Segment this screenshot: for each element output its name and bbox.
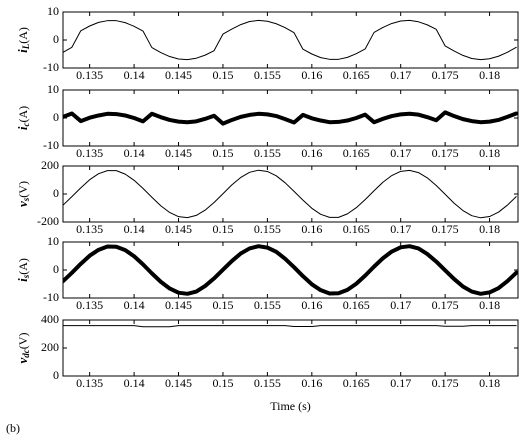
x-tick-label: 0.165 [343, 68, 370, 82]
y-tick-label: -200 [37, 214, 59, 228]
x-tick-label: 0.14 [124, 68, 145, 82]
y-axis-label: ic(A) [15, 106, 31, 130]
plot-frame [62, 11, 519, 69]
y-axis-label: vs(V) [15, 181, 31, 207]
y-label-symbol: i [15, 278, 30, 282]
x-tick-label: 0.135 [76, 68, 103, 82]
x-axis-label: Time (s) [270, 399, 311, 413]
x-tick-label: 0.135 [76, 298, 103, 312]
x-tick-label: 0.17 [390, 222, 411, 236]
y-tick-label: 200 [41, 340, 59, 354]
y-label-subscript: c [21, 123, 31, 127]
x-tick-label: 0.17 [390, 68, 411, 82]
x-tick-label: 0.18 [479, 376, 500, 390]
data-line [63, 19, 517, 61]
y-tick-label: 0 [53, 32, 59, 46]
y-axis-label: vdc(V) [15, 333, 31, 364]
y-label-subscript: s [21, 197, 31, 202]
x-tick-label: 0.14 [124, 376, 145, 390]
x-tick-label: 0.18 [479, 146, 500, 160]
y-label-symbol: v [15, 357, 30, 363]
y-tick-label: -10 [43, 290, 59, 304]
x-tick-label: 0.16 [301, 376, 322, 390]
x-tick-label: 0.165 [343, 298, 370, 312]
y-tick-label: 200 [41, 158, 59, 172]
y-label-unit: (A) [16, 27, 30, 44]
y-label-unit: (A) [16, 106, 30, 123]
x-tick-label: 0.15 [212, 146, 233, 160]
y-label-symbol: i [15, 126, 30, 130]
y-label-symbol: v [15, 201, 30, 207]
x-tick-label: 0.17 [390, 298, 411, 312]
x-tick-label: 0.135 [76, 222, 103, 236]
x-tick-label: 0.135 [76, 146, 103, 160]
x-tick-label: 0.18 [479, 68, 500, 82]
y-label-subscript: L [21, 43, 31, 50]
y-label-subscript: s [21, 274, 31, 279]
y-tick-label: 0 [53, 262, 59, 276]
plot-frame [62, 319, 519, 377]
x-tick-label: 0.15 [212, 376, 233, 390]
x-tick-label: 0.135 [76, 376, 103, 390]
x-tick-label: 0.16 [301, 222, 322, 236]
y-label-unit: (A) [16, 258, 30, 275]
x-tick-label: 0.145 [165, 68, 192, 82]
y-axis-label: iL(A) [15, 27, 31, 53]
x-tick-label: 0.155 [254, 68, 281, 82]
y-tick-label: 0 [53, 186, 59, 200]
x-tick-label: 0.14 [124, 298, 145, 312]
y-label-subscript: dc [21, 349, 31, 358]
x-tick-label: 0.145 [165, 298, 192, 312]
x-tick-label: 0.18 [479, 222, 500, 236]
y-tick-label: 0 [53, 110, 59, 124]
y-tick-label: 0 [53, 368, 59, 382]
x-tick-label: 0.165 [343, 376, 370, 390]
figure-caption: (b) [6, 421, 20, 435]
x-tick-label: 0.155 [254, 222, 281, 236]
x-tick-label: 0.175 [432, 298, 459, 312]
x-tick-label: 0.14 [124, 146, 145, 160]
x-tick-label: 0.15 [212, 68, 233, 82]
y-tick-label: 10 [47, 234, 59, 248]
y-label-unit: (V) [16, 181, 30, 198]
x-tick-label: 0.16 [301, 298, 322, 312]
x-tick-label: 0.18 [479, 298, 500, 312]
x-tick-label: 0.16 [301, 146, 322, 160]
y-axis-label: is(A) [15, 258, 31, 282]
x-tick-label: 0.14 [124, 222, 145, 236]
x-tick-label: 0.155 [254, 146, 281, 160]
y-tick-label: -10 [43, 138, 59, 152]
x-tick-label: 0.15 [212, 298, 233, 312]
data-line [63, 169, 517, 219]
x-tick-label: 0.175 [432, 222, 459, 236]
x-tick-label: 0.175 [432, 68, 459, 82]
x-tick-label: 0.155 [254, 376, 281, 390]
x-tick-label: 0.175 [432, 376, 459, 390]
y-tick-label: 10 [47, 4, 59, 18]
x-tick-label: 0.175 [432, 146, 459, 160]
x-tick-label: 0.145 [165, 376, 192, 390]
x-tick-label: 0.165 [343, 146, 370, 160]
y-tick-label: 10 [47, 82, 59, 96]
x-tick-label: 0.155 [254, 298, 281, 312]
x-tick-label: 0.17 [390, 376, 411, 390]
data-line [63, 110, 518, 126]
x-tick-label: 0.145 [165, 146, 192, 160]
x-tick-label: 0.165 [343, 222, 370, 236]
y-tick-label: -10 [43, 60, 59, 74]
x-tick-label: 0.15 [212, 222, 233, 236]
plot-frame [62, 165, 519, 223]
x-tick-label: 0.145 [165, 222, 192, 236]
y-tick-label: 400 [41, 312, 59, 326]
data-line [63, 325, 517, 328]
x-tick-label: 0.17 [390, 146, 411, 160]
plot-frame [62, 241, 519, 299]
plot-frame [62, 89, 519, 147]
y-label-symbol: i [15, 49, 30, 53]
data-line [63, 244, 518, 296]
y-label-unit: (V) [16, 333, 30, 350]
x-tick-label: 0.16 [301, 68, 322, 82]
